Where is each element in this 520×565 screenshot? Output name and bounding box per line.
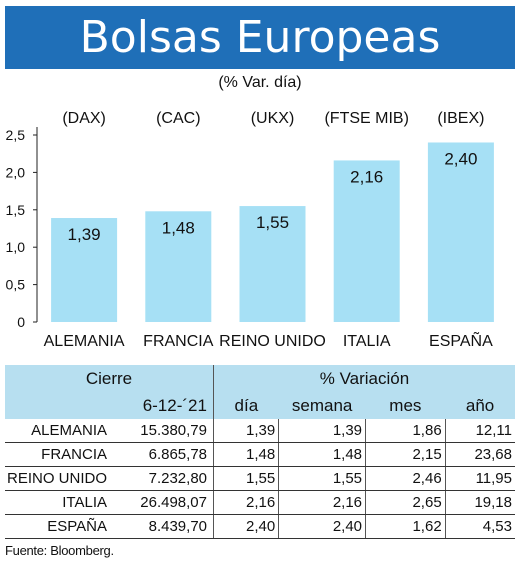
row-semana: 1,55 bbox=[278, 466, 366, 491]
bar bbox=[427, 142, 494, 322]
header-dia: día bbox=[212, 393, 279, 419]
row-cells: REINO UNIDO 7.232,80 bbox=[5, 466, 214, 491]
row-cells: ALEMANIA 15.380,79 bbox=[5, 419, 214, 443]
bar bbox=[239, 206, 306, 322]
row-semana: 2,16 bbox=[278, 490, 366, 515]
y-tick-label: 0 bbox=[17, 314, 25, 330]
row-mes: 2,15 bbox=[365, 442, 446, 467]
source-note: Fuente: Bloomberg. bbox=[5, 543, 114, 558]
row-semana: 1,48 bbox=[278, 442, 366, 467]
y-tick-label: 2,0 bbox=[6, 164, 26, 180]
row-dia: 1,48 bbox=[212, 442, 279, 467]
x-category-label: FRANCIA bbox=[143, 333, 214, 350]
row-anio: 11,95 bbox=[444, 466, 515, 491]
row-anio: 19,18 bbox=[444, 490, 515, 515]
table-row: ITALIA 26.498,07 2,16 2,16 2,65 19,18 bbox=[5, 490, 515, 515]
bar bbox=[145, 211, 212, 322]
row-anio: 12,11 bbox=[444, 419, 515, 443]
bar-chart: 0 0,5 1,0 1,5 2,0 2,5 1,39 (DAX) ALEMANIA 1,48 (CA… bbox=[6, 110, 494, 350]
index-label: (UKX) bbox=[251, 110, 295, 127]
y-tick-label: 1,5 bbox=[6, 202, 26, 218]
row-mes: 2,46 bbox=[365, 466, 446, 491]
bar-value-label: 1,55 bbox=[256, 213, 289, 232]
y-tick-label: 2,5 bbox=[6, 127, 26, 143]
index-label: (IBEX) bbox=[437, 110, 484, 127]
y-tick-label: 0,5 bbox=[6, 277, 26, 293]
x-category-label: REINO UNIDO bbox=[219, 333, 326, 350]
row-name: ESPAÑA bbox=[47, 518, 107, 535]
row-dia: 2,40 bbox=[212, 514, 279, 539]
header-anio: año bbox=[445, 393, 515, 419]
row-cells: ESPAÑA 8.439,70 bbox=[5, 514, 214, 539]
header-variacion: % Variación bbox=[212, 365, 515, 393]
row-cells: ITALIA 26.498,07 bbox=[5, 490, 214, 515]
table-header-row-2: 6-12-´21 día semana mes año bbox=[5, 393, 515, 419]
header-date: 6-12-´21 bbox=[5, 393, 214, 419]
x-category-label: ITALIA bbox=[343, 333, 391, 350]
row-cierre: 15.380,79 bbox=[140, 422, 207, 439]
bar-value-label: 2,16 bbox=[350, 167, 383, 186]
row-cierre: 26.498,07 bbox=[140, 494, 207, 511]
row-semana: 1,39 bbox=[278, 419, 366, 443]
title-banner: Bolsas Europeas bbox=[5, 6, 515, 69]
bar bbox=[51, 218, 118, 322]
row-mes: 1,86 bbox=[365, 419, 446, 443]
row-dia: 2,16 bbox=[212, 490, 279, 515]
header-cierre: Cierre bbox=[5, 365, 214, 393]
table-row: REINO UNIDO 7.232,80 1,55 1,55 2,46 11,9… bbox=[5, 466, 515, 491]
row-name: REINO UNIDO bbox=[7, 470, 108, 487]
header-semana: semana bbox=[278, 393, 366, 419]
index-label: (FTSE MIB) bbox=[324, 110, 408, 127]
row-cierre: 7.232,80 bbox=[148, 470, 207, 487]
x-category-label: ESPAÑA bbox=[429, 330, 493, 350]
row-mes: 2,65 bbox=[365, 490, 446, 515]
row-semana: 2,40 bbox=[278, 514, 366, 539]
bar-value-label: 1,39 bbox=[68, 225, 101, 244]
row-cells: FRANCIA 6.865,78 bbox=[5, 442, 214, 467]
data-table: Cierre % Variación 6-12-´21 día semana m… bbox=[5, 365, 515, 539]
chart-subtitle: (% Var. día) bbox=[218, 74, 302, 91]
row-name: ITALIA bbox=[62, 494, 107, 511]
row-dia: 1,39 bbox=[212, 419, 279, 443]
row-name: ALEMANIA bbox=[31, 422, 107, 439]
row-cierre: 6.865,78 bbox=[148, 446, 207, 463]
table-row: FRANCIA 6.865,78 1,48 1,48 2,15 23,68 bbox=[5, 442, 515, 467]
y-tick-label: 1,0 bbox=[6, 239, 26, 255]
row-anio: 23,68 bbox=[444, 442, 515, 467]
bar-value-label: 1,48 bbox=[162, 218, 195, 237]
bar bbox=[333, 160, 400, 322]
bar-value-label: 2,40 bbox=[444, 149, 477, 168]
row-anio: 4,53 bbox=[444, 514, 515, 539]
table-row: ESPAÑA 8.439,70 2,40 2,40 1,62 4,53 bbox=[5, 514, 515, 539]
row-name: FRANCIA bbox=[41, 446, 107, 463]
row-dia: 1,55 bbox=[212, 466, 279, 491]
table-row: ALEMANIA 15.380,79 1,39 1,39 1,86 12,11 bbox=[5, 419, 515, 443]
x-category-label: ALEMANIA bbox=[44, 333, 125, 350]
index-label: (CAC) bbox=[156, 110, 200, 127]
index-label: (DAX) bbox=[62, 110, 106, 127]
row-mes: 1,62 bbox=[365, 514, 446, 539]
table-header-row-1: Cierre % Variación bbox=[5, 365, 515, 393]
row-cierre: 8.439,70 bbox=[148, 518, 207, 535]
header-mes: mes bbox=[365, 393, 446, 419]
